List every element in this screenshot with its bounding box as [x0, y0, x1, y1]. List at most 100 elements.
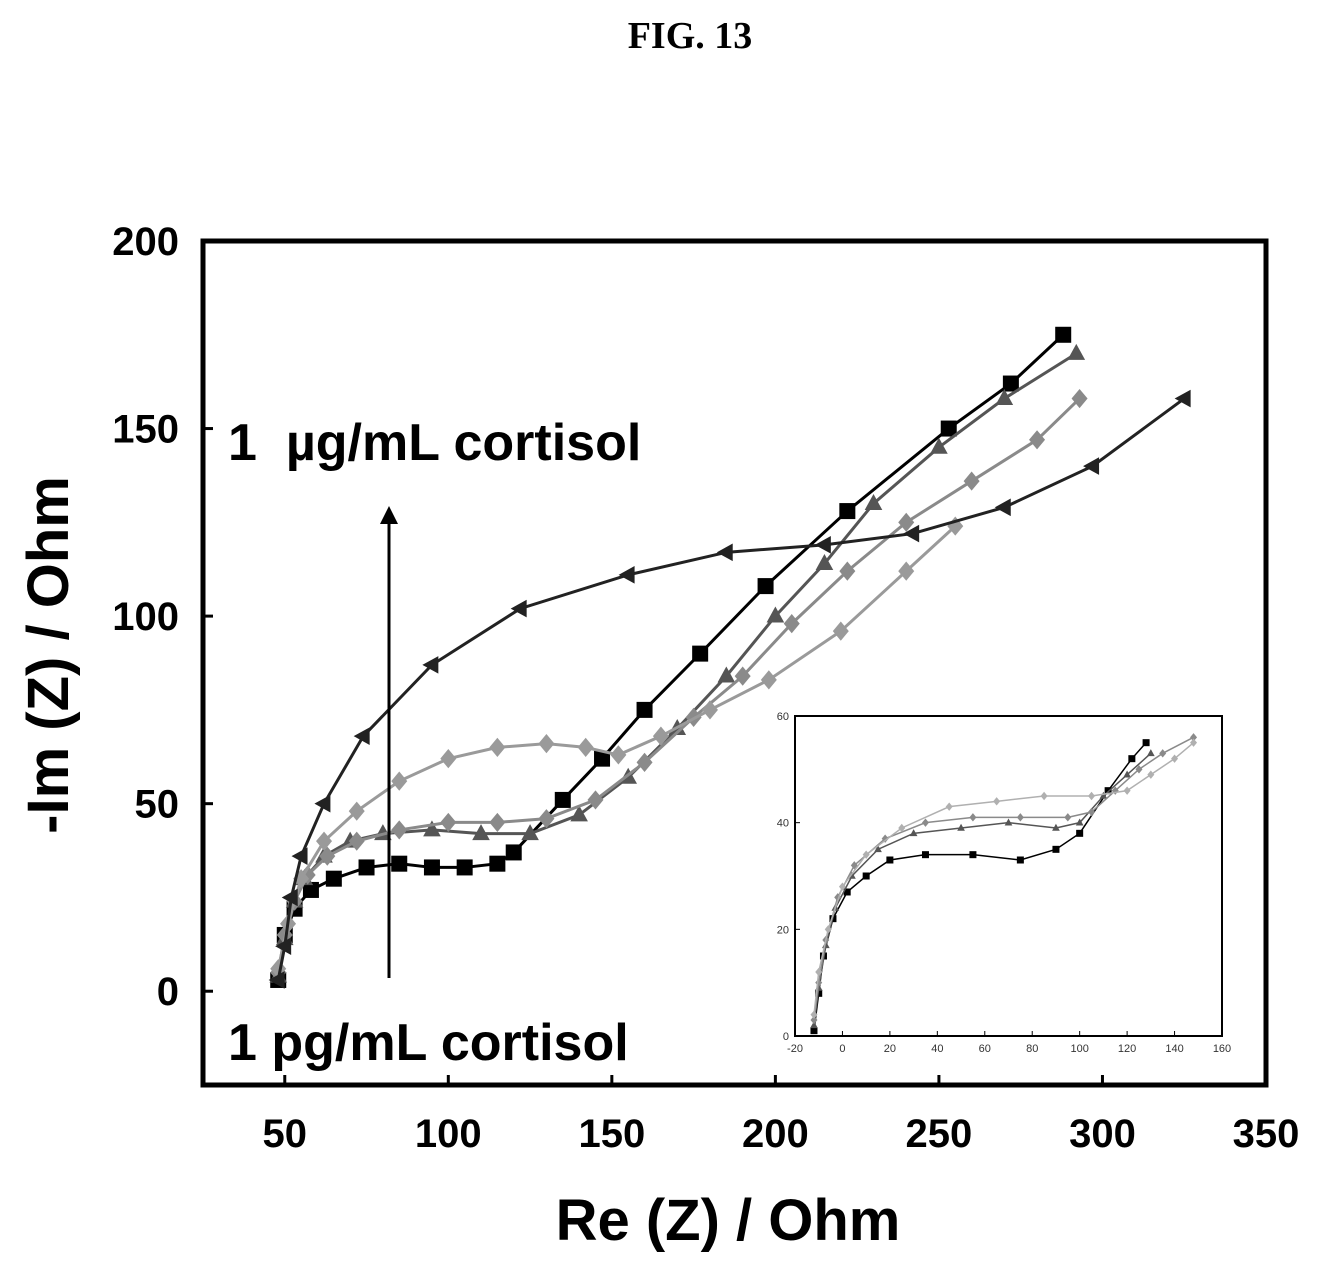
inset-series-4-point	[1171, 754, 1179, 763]
inset-series-1-point	[1016, 856, 1024, 864]
series-4-point	[652, 726, 669, 746]
series-3-point	[783, 614, 800, 634]
series-3-point	[440, 812, 457, 833]
inset-series-2-point	[1146, 749, 1155, 757]
inset-series-1-point	[810, 1027, 818, 1035]
series-1-point	[594, 750, 611, 767]
inset-x-tick-label: 20	[884, 1043, 896, 1055]
inset-series-4-point	[945, 802, 953, 811]
series-2-point	[930, 437, 948, 454]
series-4-point	[348, 801, 365, 821]
x-tick-label: 100	[415, 1112, 482, 1156]
inset-series-4-point	[810, 1010, 818, 1019]
inset-x-tick-label: 0	[839, 1043, 845, 1055]
series-5	[268, 389, 1191, 989]
series-5-point	[1083, 457, 1100, 475]
series-5-point	[903, 524, 920, 543]
series-2-point	[521, 824, 539, 841]
series-1-point	[505, 844, 522, 861]
series-5-point	[281, 888, 298, 907]
series-4-point	[760, 670, 777, 690]
inset-series-2-point	[1052, 823, 1060, 831]
inset-series-3-point	[810, 1015, 818, 1025]
series-1-point	[358, 859, 375, 876]
series-4-point	[610, 745, 627, 765]
series-1-point	[940, 420, 957, 437]
series-4-point	[832, 621, 849, 641]
inset-y-tick-label: 40	[777, 818, 789, 830]
inset-series-4-point	[1147, 770, 1155, 779]
series-4-point	[898, 561, 915, 581]
y-tick-label: 50	[135, 783, 180, 827]
inset-series-1-point	[1076, 829, 1084, 837]
inset-y-tick-label: 60	[777, 711, 789, 723]
inset-x-tick-label: 80	[1026, 1043, 1038, 1055]
x-tick-label: 200	[742, 1112, 809, 1156]
series-2-point	[423, 820, 441, 837]
series-1-point	[692, 645, 709, 662]
annotation-upper: 1 µg/mL cortisol	[228, 414, 641, 472]
series-5-point	[618, 566, 635, 584]
inset-series-3-point	[921, 818, 929, 827]
inset-x-tick-label: 140	[1165, 1043, 1183, 1055]
trend-arrowhead-icon	[380, 506, 398, 524]
series-1-point	[391, 855, 408, 872]
inset-series-1-point	[969, 851, 977, 859]
inset-x-tick-label: 60	[979, 1043, 991, 1055]
y-tick-label: 0	[157, 970, 179, 1014]
series-3-point	[734, 666, 751, 686]
series-2-point	[766, 606, 785, 623]
inset-series-1-point	[843, 888, 851, 896]
series-4-point	[489, 737, 506, 757]
inset-y-tick-label: 20	[777, 924, 789, 936]
inset-series-2-point	[909, 829, 918, 837]
series-1-point	[489, 855, 506, 872]
series-4-point	[947, 516, 964, 536]
inset-series-2-point	[1004, 818, 1013, 826]
series-3-point	[489, 812, 506, 833]
series-1-point	[456, 859, 473, 876]
series-3-point	[538, 809, 555, 829]
x-tick-label: 350	[1233, 1112, 1300, 1156]
inset-x-tick-label: 40	[931, 1043, 943, 1055]
inset-series-3-point	[1088, 807, 1096, 817]
inset-series-3-point	[1190, 733, 1198, 742]
series-2-point	[1067, 343, 1086, 360]
inset-series-4-point	[1123, 786, 1131, 795]
series-5-point	[353, 727, 370, 745]
inset-series-3-point	[969, 813, 977, 822]
inset-series-1-point	[1104, 787, 1112, 795]
series-3-point	[391, 820, 408, 840]
inset-x-tick-label: 100	[1070, 1043, 1088, 1055]
series-4-point	[701, 700, 718, 720]
inset-series-1-point	[886, 856, 894, 864]
inset-series-1-point	[862, 872, 870, 880]
inset-series-1-point	[921, 851, 929, 859]
series-4-point	[391, 771, 408, 791]
series-1-point	[1002, 375, 1019, 392]
series-1-point	[423, 859, 440, 876]
inset-series-1-point	[1128, 755, 1136, 763]
inset-series-3-point	[1159, 749, 1167, 758]
series-2-point	[717, 666, 736, 683]
series-1-point	[325, 870, 342, 887]
series-3-point	[898, 512, 915, 532]
inset-series-4-point	[838, 882, 846, 891]
inset-series-2-point	[1123, 770, 1131, 778]
x-tick-label: 50	[263, 1112, 308, 1156]
series-5-point	[314, 794, 331, 813]
series-4-point	[316, 831, 333, 851]
series-4-point	[293, 869, 310, 889]
series-2-point	[995, 388, 1014, 405]
series-2-point	[864, 493, 883, 510]
series-5-point	[814, 536, 831, 554]
inset-series-3-point	[881, 834, 889, 843]
inset-series-2-point	[810, 1021, 818, 1029]
y-tick-label: 150	[112, 408, 179, 452]
series-1-point	[302, 881, 319, 898]
figure-title: FIG. 13	[627, 15, 753, 57]
inset-series-4	[810, 738, 1198, 1019]
inset-series-3-point	[1016, 813, 1024, 822]
inset-plot-frame	[794, 715, 1223, 1037]
